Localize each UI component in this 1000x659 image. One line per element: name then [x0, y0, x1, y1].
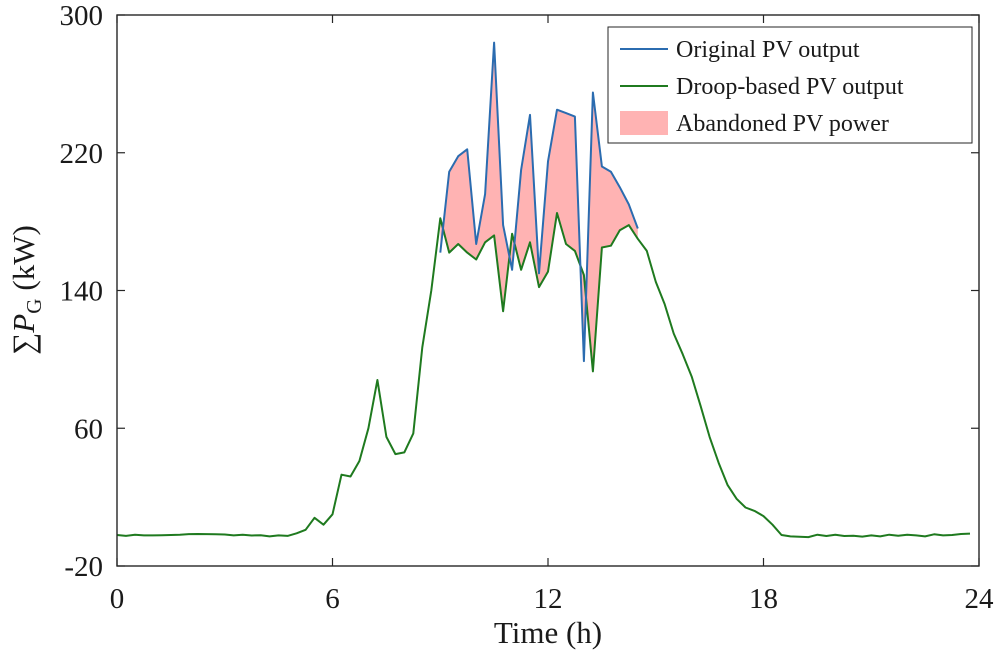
y-tick-label: 60: [74, 413, 103, 445]
y-axis-title-symbol: P: [6, 314, 41, 334]
x-tick-label: 0: [110, 583, 125, 615]
legend-swatch-abandoned: [620, 111, 668, 135]
legend-label-droop: Droop-based PV output: [676, 74, 904, 100]
y-axis-title-subscript: G: [22, 299, 46, 314]
y-tick-label: 140: [60, 276, 104, 308]
x-tick-label: 12: [534, 583, 563, 615]
x-axis-title: Time (h): [494, 615, 602, 650]
y-tick-label: 300: [60, 0, 104, 32]
series-line-droop: [116, 212, 971, 539]
y-tick-label: -20: [64, 551, 103, 583]
legend-box: [607, 26, 973, 144]
tick-layer: 0 6 12 18 24 -20 60 140 220 300: [60, 0, 995, 615]
y-axis-title-unit: (kW): [6, 225, 41, 290]
legend-label-abandoned: Abandoned PV power: [676, 111, 889, 137]
x-tick-label: 6: [325, 583, 340, 615]
y-axis-title: ∑PG (kW): [6, 225, 46, 355]
legend: Original PV output Droop-based PV output…: [607, 26, 973, 144]
y-tick-label: 220: [60, 138, 104, 170]
series-layer: [116, 41, 971, 539]
series-line-original: [439, 41, 639, 363]
x-tick-label: 24: [965, 583, 995, 615]
y-axis-title-sum-symbol: ∑: [6, 333, 41, 355]
legend-label-original: Original PV output: [676, 37, 860, 63]
x-tick-label: 18: [749, 583, 778, 615]
